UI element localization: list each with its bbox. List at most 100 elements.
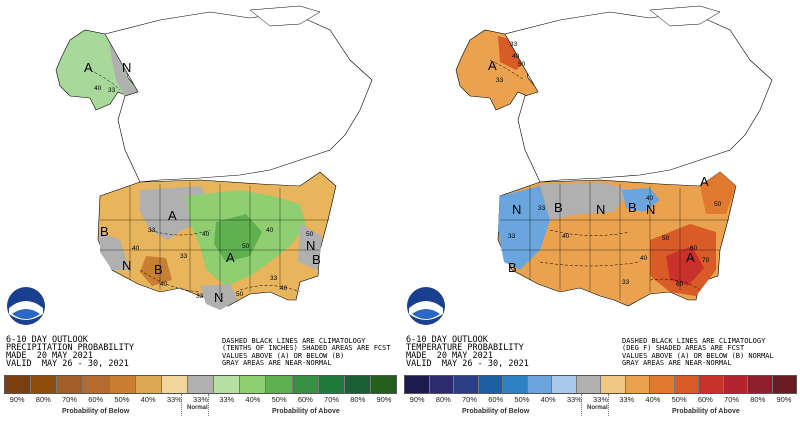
title-line: PRECIPITATION PROBABILITY: [6, 343, 134, 353]
legend-swatch: [344, 376, 371, 393]
legend-tick-label: 80%: [750, 395, 766, 404]
legend-tick-label: 33%: [166, 395, 182, 404]
legend-tick-label: 70%: [62, 395, 78, 404]
title-line: VALID MAY 26 - 30, 2021: [6, 359, 129, 369]
noaa-logo-icon: [7, 287, 45, 325]
legend-tick-label: 50%: [271, 395, 287, 404]
legend-tick-label: 80%: [350, 395, 366, 404]
map-notes: DASHED BLACK LINES ARE CLIMATOLOGY (DEG F…: [622, 337, 774, 368]
title-line: VALID MAY 26 - 30, 2021: [406, 359, 529, 369]
contour-number: 40: [280, 285, 288, 292]
legend-swatch: [83, 376, 110, 393]
conus-above-core: [666, 246, 704, 286]
map-label: N: [122, 60, 131, 75]
legend-swatch: [318, 376, 345, 393]
conus-below-lakes: [622, 188, 660, 212]
legend-tick-label: 50%: [114, 395, 130, 404]
map-label: B: [554, 200, 563, 215]
legend-swatch: [723, 376, 748, 393]
contour-number: 33: [508, 233, 516, 240]
legend-tick-label: 33%: [219, 395, 235, 404]
legend-swatch: [527, 376, 552, 393]
contour-number: 33: [496, 77, 504, 84]
map-label: A: [488, 58, 497, 73]
legend-tick-label: 60%: [697, 395, 713, 404]
outlook-title: 6-10 DAY OUTLOOK TEMPERATURE PROBABILITY M…: [406, 336, 529, 369]
contour-number: 40: [640, 255, 648, 262]
contour-number: 33: [196, 293, 204, 300]
contour-number: 50: [242, 243, 250, 250]
legend-swatch: [109, 376, 136, 393]
conus-normal-north: [540, 182, 630, 220]
map-label: B: [508, 260, 517, 275]
conus-west-normal: [100, 232, 130, 270]
legend-swatch: [405, 376, 430, 393]
contour-number: 40: [202, 231, 210, 238]
temperature-outlook-map: A N B N B N B A A 33 40 50 33 33 40 40 3…: [400, 0, 800, 372]
note-line: DASHED BLACK LINES ARE CLIMATOLOGY: [222, 337, 366, 345]
legend-tick-label: 70%: [462, 395, 478, 404]
map-label: N: [646, 202, 655, 217]
contour-number: 50: [236, 291, 244, 298]
conus-east-normal: [298, 224, 322, 270]
map-label: A: [686, 250, 695, 265]
map-label: N: [214, 290, 223, 305]
precipitation-outlook-panel: A N A A B B N N N B 40 33 33 40 40 33 40…: [4, 5, 397, 422]
contour-number: 33: [180, 253, 188, 260]
contour-number: 40: [646, 195, 654, 202]
legend-ticks: 90% 80% 70% 60% 50% 40% 33% 33% 33% 40% 50% 60% 70% 8…: [4, 394, 397, 406]
map-label: N: [122, 258, 131, 273]
legend-swatch: [161, 376, 188, 393]
state-boundaries: [100, 182, 330, 300]
contour-number: 60: [690, 245, 698, 252]
contour-number: 40: [94, 85, 102, 92]
contour-number: 33: [148, 227, 156, 234]
contour-number: 50: [518, 61, 526, 68]
contour-number: 40: [266, 227, 274, 234]
legend-tick-label: 40%: [540, 395, 556, 404]
legend-swatch: [576, 376, 601, 393]
map-label: A: [84, 60, 93, 75]
map-label: A: [168, 208, 177, 223]
legend-swatches: [4, 375, 397, 394]
legend-tick-label: 80%: [35, 395, 51, 404]
conus-above-northeast: [700, 172, 736, 214]
title-line: 6-10 DAY OUTLOOK: [6, 335, 88, 345]
contour-number: 33: [538, 205, 546, 212]
map-label: A: [226, 250, 235, 265]
normal-bracket: [581, 394, 609, 416]
map-label: N: [512, 202, 521, 217]
contour-number: 40: [512, 53, 520, 60]
legend-tick-label: 70%: [324, 395, 340, 404]
legend-tick-label: 33%: [566, 395, 582, 404]
legend-tick-label: 70%: [724, 395, 740, 404]
legend-tick-label: 60%: [488, 395, 504, 404]
map-label: N: [596, 202, 605, 217]
noaa-logo-icon: [407, 287, 445, 325]
legend-tick-label: 90%: [409, 395, 425, 404]
legend-tick-label: 40%: [245, 395, 261, 404]
climatology-lines: [489, 59, 701, 291]
legend-swatch: [240, 376, 267, 393]
legend-swatch: [674, 376, 699, 393]
map-notes: DASHED BLACK LINES ARE CLIMATOLOGY (TENTH…: [222, 337, 391, 368]
legend-swatch: [625, 376, 650, 393]
contour-number: 50: [306, 231, 314, 238]
below-caption: Probability of Below: [62, 408, 130, 415]
legend-swatch: [31, 376, 58, 393]
map-label: A: [700, 174, 709, 189]
map-label: B: [628, 200, 637, 215]
legend-swatch: [650, 376, 675, 393]
legend-swatch: [5, 376, 32, 393]
legend-tick-label: 60%: [297, 395, 313, 404]
map-label: B: [100, 224, 109, 239]
note-line: GRAY AREAS ARE NEAR-NORMAL: [222, 359, 332, 368]
legend-swatch: [292, 376, 319, 393]
legend-tick-label: 50%: [671, 395, 687, 404]
legend-tick-label: 40%: [645, 395, 661, 404]
legend-tick-label: 40%: [140, 395, 156, 404]
probability-legend: 90% 80% 70% 60% 50% 40% 33% 33% 33% 40% 50% 60% 70% 8…: [4, 375, 397, 422]
legend-swatch: [552, 376, 577, 393]
contour-number: 40: [132, 245, 140, 252]
contour-number: 33: [622, 279, 630, 286]
